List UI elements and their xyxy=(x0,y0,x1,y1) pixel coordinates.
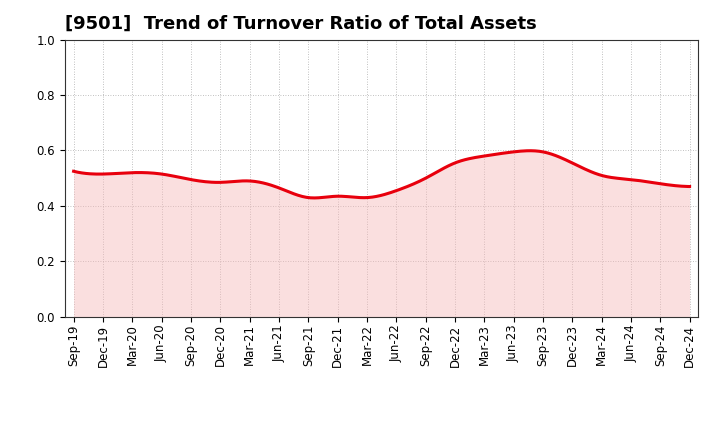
Text: [9501]  Trend of Turnover Ratio of Total Assets: [9501] Trend of Turnover Ratio of Total … xyxy=(65,15,536,33)
